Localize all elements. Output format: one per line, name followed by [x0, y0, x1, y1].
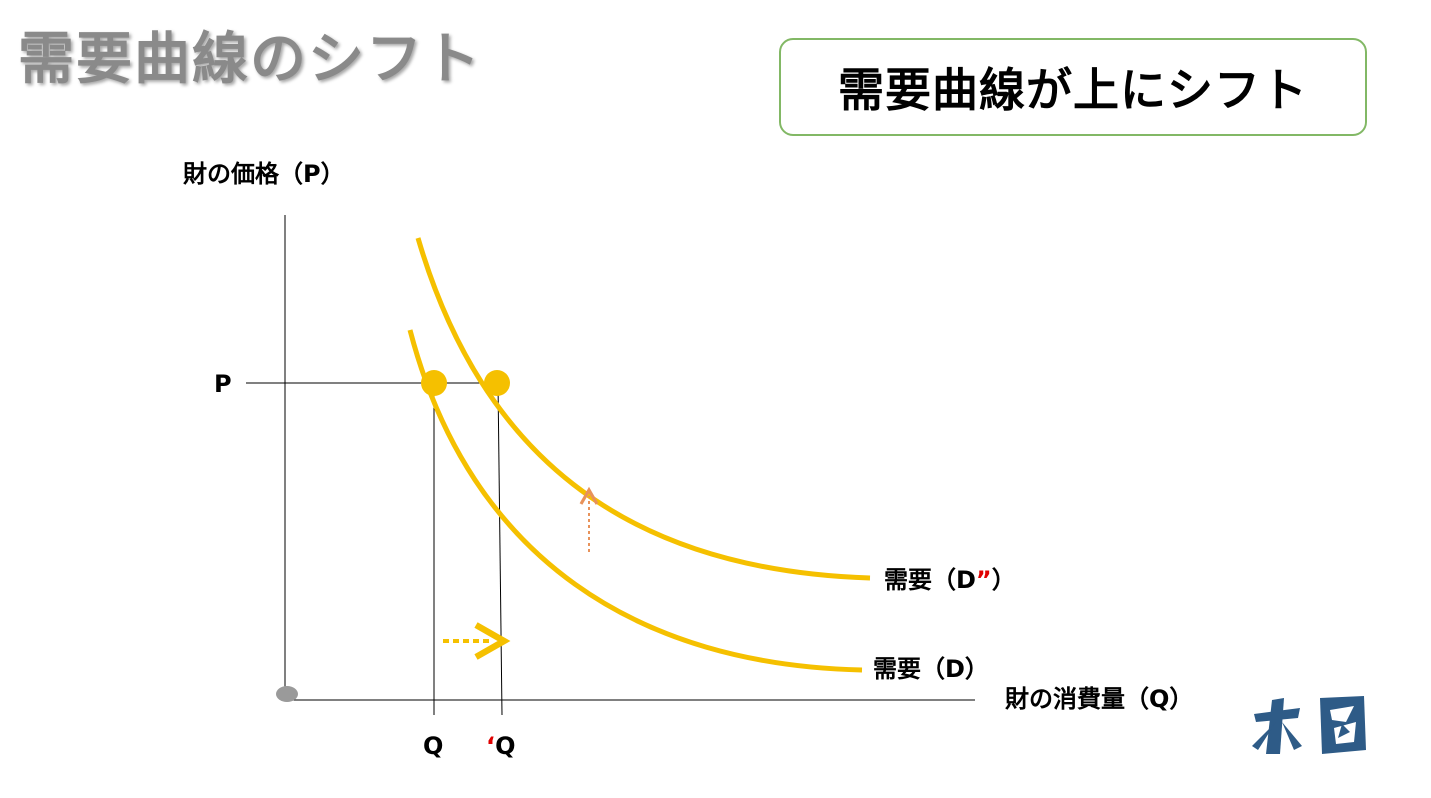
banner-box: 需要曲線が上にシフト [779, 38, 1367, 136]
logo-icon [1252, 696, 1366, 754]
quantity-shifted-text: Q [495, 732, 515, 760]
page-title: 需要曲線のシフト [18, 27, 482, 92]
curve-label-original-prefix: 需要（D [873, 655, 965, 683]
y-axis-label: 財の価格（P） [183, 160, 345, 188]
origin-dot [276, 686, 298, 702]
curve-label-shifted-mark: ” [976, 566, 992, 594]
curve-label-original-suffix: ） [965, 655, 989, 683]
quantity-label-shifted: ‘Q [486, 732, 516, 760]
quantity-line-shifted [497, 382, 503, 716]
quantity-label-original: Q [423, 732, 443, 760]
demand-curve-original [407, 329, 863, 673]
point-shifted [484, 370, 510, 396]
demand-curve-shifted [415, 237, 871, 581]
quantity-shift-mark: ‘ [486, 732, 495, 760]
curve-label-shifted-prefix: 需要（D [884, 566, 976, 594]
point-original [421, 370, 447, 396]
price-label: P [214, 370, 232, 398]
curve-label-shifted: 需要（D”） [884, 566, 1016, 594]
curve-label-original: 需要（D） [873, 655, 989, 683]
banner-title: 需要曲線が上にシフト [838, 63, 1308, 117]
x-axis-label: 財の消費量（Q） [1005, 685, 1193, 713]
curve-label-shifted-suffix: ） [992, 566, 1016, 594]
